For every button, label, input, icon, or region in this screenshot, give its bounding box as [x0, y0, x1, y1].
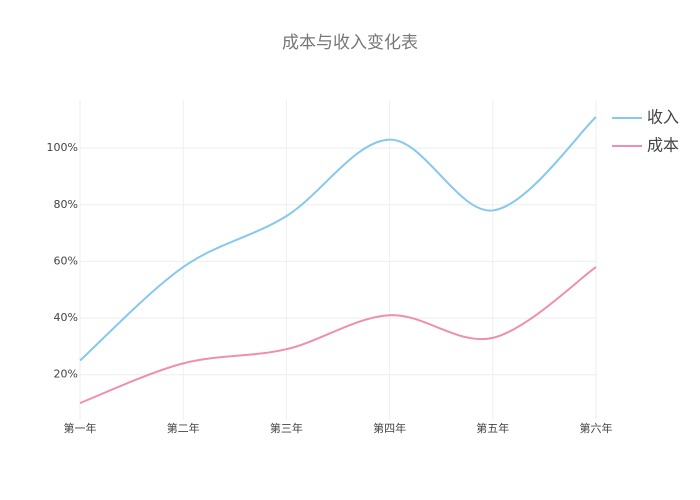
y-tick-label: 80%: [54, 198, 78, 211]
x-tick-label: 第五年: [476, 421, 509, 435]
legend-label: 成本: [647, 136, 679, 155]
y-tick-label: 100%: [47, 141, 78, 154]
legend-label: 收入: [647, 108, 679, 127]
x-tick-label: 第一年: [64, 421, 97, 435]
chart-title: 成本与收入变化表: [282, 33, 418, 53]
x-tick-label: 第三年: [270, 421, 303, 435]
x-tick-label: 第四年: [373, 421, 406, 435]
y-tick-label: 20%: [54, 368, 78, 381]
x-tick-label: 第六年: [580, 421, 613, 435]
x-tick-label: 第二年: [167, 421, 200, 435]
line: [79, 266, 597, 404]
line: [79, 116, 597, 362]
y-tick-label: 40%: [54, 311, 78, 324]
y-tick-label: 60%: [54, 254, 78, 267]
